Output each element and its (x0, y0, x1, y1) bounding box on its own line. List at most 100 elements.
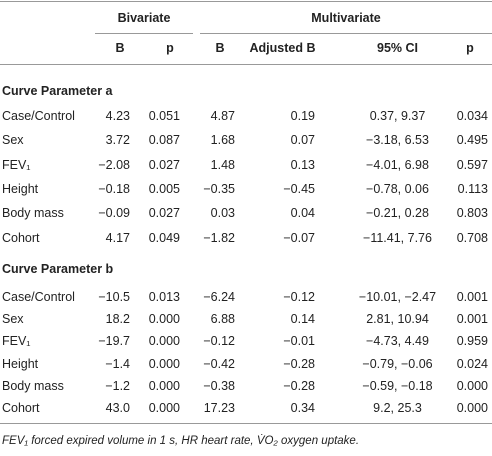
row-label: Sex (2, 133, 24, 148)
cell: −0.12 (203, 334, 235, 349)
cell: −0.09 (98, 206, 130, 221)
cell: 4.17 (105, 230, 130, 245)
cell: 0.14 (290, 312, 315, 327)
cell: 2.81, 10.94 (366, 312, 429, 327)
cell: −0.12 (283, 290, 315, 304)
cell: −19.7 (98, 334, 130, 349)
section-title: Curve Parameter a (2, 84, 113, 98)
row-label: Cohort (2, 230, 40, 245)
top-rule (0, 1, 492, 2)
cell: 0.03 (210, 206, 235, 221)
row-label: Body mass (2, 378, 64, 393)
column-header: B (215, 41, 225, 55)
cell: −4.01, 6.98 (366, 157, 429, 172)
cell: 3.72 (105, 133, 130, 148)
group-header: Multivariate (311, 11, 381, 25)
cell: 0.013 (148, 290, 180, 304)
cell: 0.034 (456, 109, 488, 123)
cell: 0.000 (456, 378, 488, 393)
row-label: Sex (2, 312, 24, 327)
cell: 0.07 (290, 133, 315, 148)
column-header: Adjusted B (249, 41, 316, 55)
cell: 0.001 (456, 290, 488, 304)
cell: 0.000 (148, 334, 180, 349)
cell: −0.18 (98, 181, 130, 196)
group-rule (200, 33, 492, 34)
cell: 0.000 (148, 312, 180, 327)
cell: 0.027 (148, 157, 180, 172)
cell: 0.001 (456, 312, 488, 327)
cell: 0.051 (148, 109, 180, 123)
row-label: Case/Control (2, 290, 75, 304)
row-label: Height (2, 356, 39, 371)
cell: −10.5 (98, 290, 130, 304)
cell: −1.82 (203, 230, 235, 245)
column-header: p (466, 41, 474, 55)
cell: 0.000 (456, 401, 488, 415)
column-header: p (166, 41, 174, 55)
row-label: FEV₁ (2, 157, 31, 172)
cell: −2.08 (98, 157, 130, 172)
column-header: B (115, 41, 125, 55)
cell: −0.21, 0.28 (366, 206, 429, 221)
cell: 0.087 (148, 133, 180, 148)
cell: 17.23 (203, 401, 235, 415)
cell: 18.2 (105, 312, 130, 327)
cell: −6.24 (203, 290, 235, 304)
cell: 0.495 (456, 133, 488, 148)
cell: 0.027 (148, 206, 180, 221)
footnote: FEV₁ forced expired volume in 1 s, HR he… (2, 435, 360, 447)
cell: −0.42 (203, 356, 235, 371)
cell: 0.19 (290, 109, 315, 123)
cell: 0.000 (148, 378, 180, 393)
row-label: Body mass (2, 206, 64, 221)
cell: 9.2, 25.3 (373, 401, 422, 415)
cell: 0.024 (456, 356, 488, 371)
column-header: 95% CI (377, 41, 418, 55)
cell: 4.23 (105, 109, 130, 123)
cell: 0.000 (148, 401, 180, 415)
cell: −10.01, −2.47 (358, 290, 437, 304)
cell: −0.28 (283, 378, 315, 393)
cell: −1.4 (105, 356, 130, 371)
cell: 0.113 (457, 181, 488, 196)
cell: 1.48 (210, 157, 235, 172)
cell: −4.73, 4.49 (366, 334, 429, 349)
cell: −0.28 (283, 356, 315, 371)
row-label: Case/Control (2, 109, 75, 123)
cell: −1.2 (105, 378, 130, 393)
cell: −0.07 (283, 230, 315, 245)
cell: −0.01 (283, 334, 315, 349)
cell: 0.959 (456, 334, 488, 349)
group-rule (95, 33, 193, 34)
cell: 6.88 (210, 312, 235, 327)
cell: 0.049 (148, 230, 180, 245)
cell: 0.708 (456, 230, 488, 245)
group-header: Bivariate (117, 11, 171, 25)
cell: 1.68 (210, 133, 235, 148)
cell: 0.597 (456, 157, 488, 172)
cell: 0.04 (290, 206, 315, 221)
cell: −11.41, 7.76 (363, 230, 432, 245)
cell: −3.18, 6.53 (366, 133, 429, 148)
cell: 0.34 (290, 401, 315, 415)
cell: 43.0 (105, 401, 130, 415)
cell: −0.45 (283, 181, 315, 196)
cell: −0.78, 0.06 (366, 181, 429, 196)
section-title: Curve Parameter b (2, 262, 114, 276)
cell: 4.87 (210, 109, 235, 123)
cell: 0.000 (148, 356, 180, 371)
cell: −0.38 (203, 378, 235, 393)
cell: 0.803 (456, 206, 488, 221)
cell: −0.35 (203, 181, 235, 196)
header-rule (0, 64, 492, 65)
row-label: Cohort (2, 401, 40, 415)
cell: 0.37, 9.37 (369, 109, 426, 123)
row-label: FEV₁ (2, 334, 31, 349)
cell: −0.59, −0.18 (362, 378, 433, 393)
row-label: Height (2, 181, 39, 196)
cell: −0.79, −0.06 (362, 356, 433, 371)
cell: 0.005 (148, 181, 180, 196)
cell: 0.13 (290, 157, 315, 172)
